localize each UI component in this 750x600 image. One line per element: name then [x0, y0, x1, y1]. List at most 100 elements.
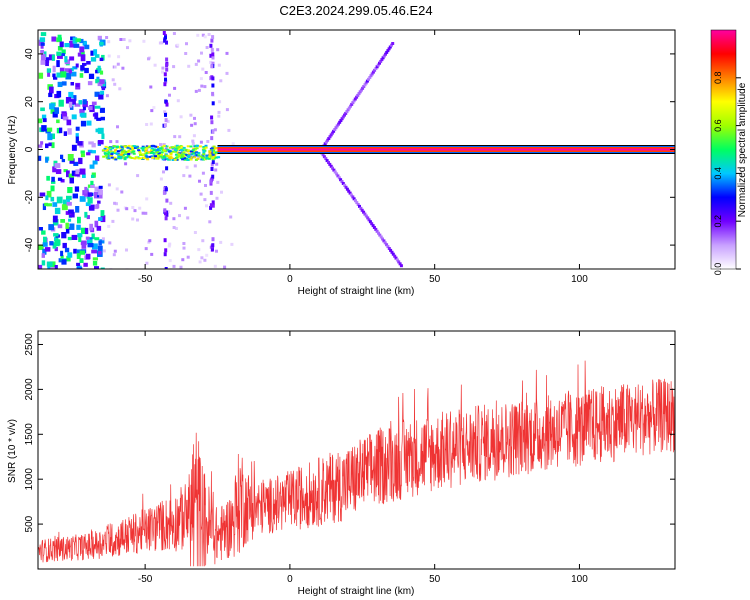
heatmap-cell	[96, 76, 100, 81]
heatmap-cell	[69, 177, 75, 184]
heatmap-cell	[88, 106, 93, 110]
x-tick-label: -50	[138, 274, 153, 285]
heatmap-cell	[130, 151, 134, 154]
heatmap-cell	[96, 204, 100, 209]
heatmap-cell	[101, 133, 105, 140]
heatmap-cell	[65, 97, 72, 104]
heatmap-cell	[38, 244, 44, 250]
heatmap-cell	[65, 227, 70, 234]
heatmap-cell	[76, 224, 81, 230]
heatmap-cell	[147, 145, 151, 148]
heatmap-cell	[153, 63, 157, 67]
heatmap-cell	[152, 152, 156, 155]
heatmap-cell	[47, 70, 51, 77]
heatmap-cell	[41, 230, 46, 235]
heatmap-cell	[164, 99, 168, 104]
heatmap-cell	[102, 149, 105, 152]
sideband-cell	[395, 258, 399, 262]
heatmap-cell	[98, 185, 103, 189]
heatmap-cell	[75, 136, 79, 144]
heatmap-cell	[194, 158, 198, 161]
heatmap-cell	[111, 78, 115, 82]
heatmap-cell	[79, 38, 84, 44]
sideband-cell	[381, 56, 385, 60]
heatmap-cell	[182, 174, 186, 178]
heatmap-cell	[115, 187, 119, 191]
heatmap-cell	[61, 53, 66, 57]
heatmap-cell	[148, 239, 152, 243]
heatmap-cell	[87, 197, 93, 204]
sideband-cell	[340, 117, 344, 121]
heatmap-cell	[61, 49, 66, 55]
heatmap-cell	[145, 123, 149, 126]
heatmap-cell	[54, 163, 61, 169]
heatmap-cell	[57, 81, 63, 88]
snr-panel: -50 0 50 100 500 1000 1500 2000 2500 Height of s…	[7, 330, 676, 597]
heatmap-cell	[212, 152, 216, 155]
heatmap-cell	[182, 242, 186, 245]
heatmap-cell	[174, 150, 177, 153]
heatmap-cell	[102, 249, 106, 253]
sideband-cell	[382, 239, 386, 243]
heatmap-cell	[181, 155, 185, 158]
y-tick-label: 500	[24, 515, 35, 532]
heatmap-cell	[59, 67, 65, 74]
sideband-cell	[354, 199, 357, 203]
heatmap-cell	[157, 147, 161, 150]
y-tick-label: 0	[24, 146, 35, 152]
heatmap-cell	[180, 152, 184, 155]
heatmap-cell	[49, 241, 54, 246]
heatmap-cell	[116, 125, 119, 129]
heatmap-cell	[161, 66, 165, 70]
y-tick-label: -40	[24, 237, 35, 252]
heatmap-cell	[68, 218, 72, 222]
heatmap-cell	[164, 112, 167, 117]
heatmap-cell	[56, 51, 62, 56]
heatmap-cell	[119, 38, 123, 41]
heatmap-cell	[47, 265, 51, 269]
sideband-cell	[351, 101, 355, 105]
sideband-cell	[388, 45, 392, 49]
heatmap-cell	[132, 150, 136, 153]
sideband-cell	[356, 203, 360, 206]
sideband-cell	[384, 52, 387, 56]
sideband-cell	[362, 210, 366, 214]
heatmap-cell	[96, 194, 103, 199]
sideband-cell	[398, 262, 402, 266]
heatmap-cell	[178, 152, 182, 155]
sideband-cell	[397, 260, 401, 264]
heatmap-cell	[100, 267, 105, 269]
heatmap-cell	[114, 149, 118, 152]
heatmap-cell	[69, 211, 75, 218]
heatmap-cell	[156, 153, 160, 156]
heatmap-cell	[138, 206, 142, 210]
heatmap-cell	[211, 55, 215, 60]
colorbar-gradient	[710, 29, 737, 270]
heatmap-cell	[160, 151, 164, 154]
heatmap-cell	[223, 265, 227, 269]
heatmap-cell	[94, 112, 99, 120]
heatmap-cell	[164, 267, 168, 269]
heatmap-cell	[165, 154, 169, 157]
heatmap-cell	[166, 158, 170, 161]
heatmap-cell	[39, 192, 46, 197]
heatmap-cell	[163, 72, 167, 77]
heatmap-cell	[171, 146, 175, 149]
heatmap-cell	[104, 145, 108, 148]
heatmap-cell	[55, 169, 62, 175]
sideband-cell	[337, 176, 341, 180]
heatmap-cell	[219, 240, 223, 244]
heatmap-cell	[193, 164, 197, 168]
heatmap-cell	[49, 261, 56, 268]
heatmap-cell	[87, 81, 93, 86]
heatmap-cell	[200, 84, 204, 88]
heatmap-cell	[164, 211, 167, 216]
heatmap-cell	[118, 87, 122, 91]
heatmap-cell	[38, 144, 43, 148]
heatmap-cell	[128, 39, 132, 43]
heatmap-cell	[79, 258, 84, 263]
heatmap-cell	[113, 201, 117, 205]
heatmap-cell	[209, 60, 213, 64]
heatmap-cell	[178, 135, 182, 139]
heatmap-cell	[46, 203, 52, 207]
